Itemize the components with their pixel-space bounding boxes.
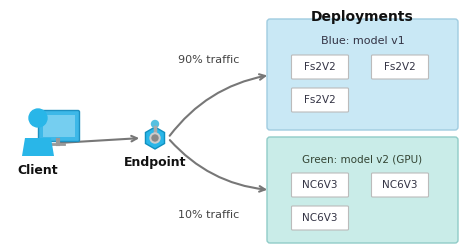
Text: Fs2V2: Fs2V2 xyxy=(384,62,416,72)
FancyArrowPatch shape xyxy=(170,140,265,192)
FancyBboxPatch shape xyxy=(39,111,80,142)
Text: 90% traffic: 90% traffic xyxy=(179,55,240,65)
FancyBboxPatch shape xyxy=(292,206,349,230)
Circle shape xyxy=(152,121,159,127)
Circle shape xyxy=(29,109,47,127)
Text: Endpoint: Endpoint xyxy=(124,156,186,169)
FancyBboxPatch shape xyxy=(292,88,349,112)
Text: Deployments: Deployments xyxy=(311,10,414,24)
Circle shape xyxy=(150,133,160,143)
FancyBboxPatch shape xyxy=(292,55,349,79)
Circle shape xyxy=(152,135,158,141)
Polygon shape xyxy=(22,138,54,156)
FancyBboxPatch shape xyxy=(267,19,458,130)
FancyBboxPatch shape xyxy=(292,173,349,197)
Text: 10% traffic: 10% traffic xyxy=(179,210,240,220)
FancyBboxPatch shape xyxy=(43,115,75,137)
Polygon shape xyxy=(146,127,164,149)
Text: NC6V3: NC6V3 xyxy=(382,180,418,190)
FancyArrowPatch shape xyxy=(170,74,265,136)
Text: Fs2V2: Fs2V2 xyxy=(304,95,336,105)
Text: Green: model v2 (GPU): Green: model v2 (GPU) xyxy=(302,154,422,164)
FancyBboxPatch shape xyxy=(267,137,458,243)
Text: NC6V3: NC6V3 xyxy=(302,180,338,190)
Text: Client: Client xyxy=(18,164,58,177)
Text: Fs2V2: Fs2V2 xyxy=(304,62,336,72)
Text: NC6V3: NC6V3 xyxy=(302,213,338,223)
Text: Blue: model v1: Blue: model v1 xyxy=(321,36,405,46)
FancyBboxPatch shape xyxy=(372,55,429,79)
FancyBboxPatch shape xyxy=(372,173,429,197)
